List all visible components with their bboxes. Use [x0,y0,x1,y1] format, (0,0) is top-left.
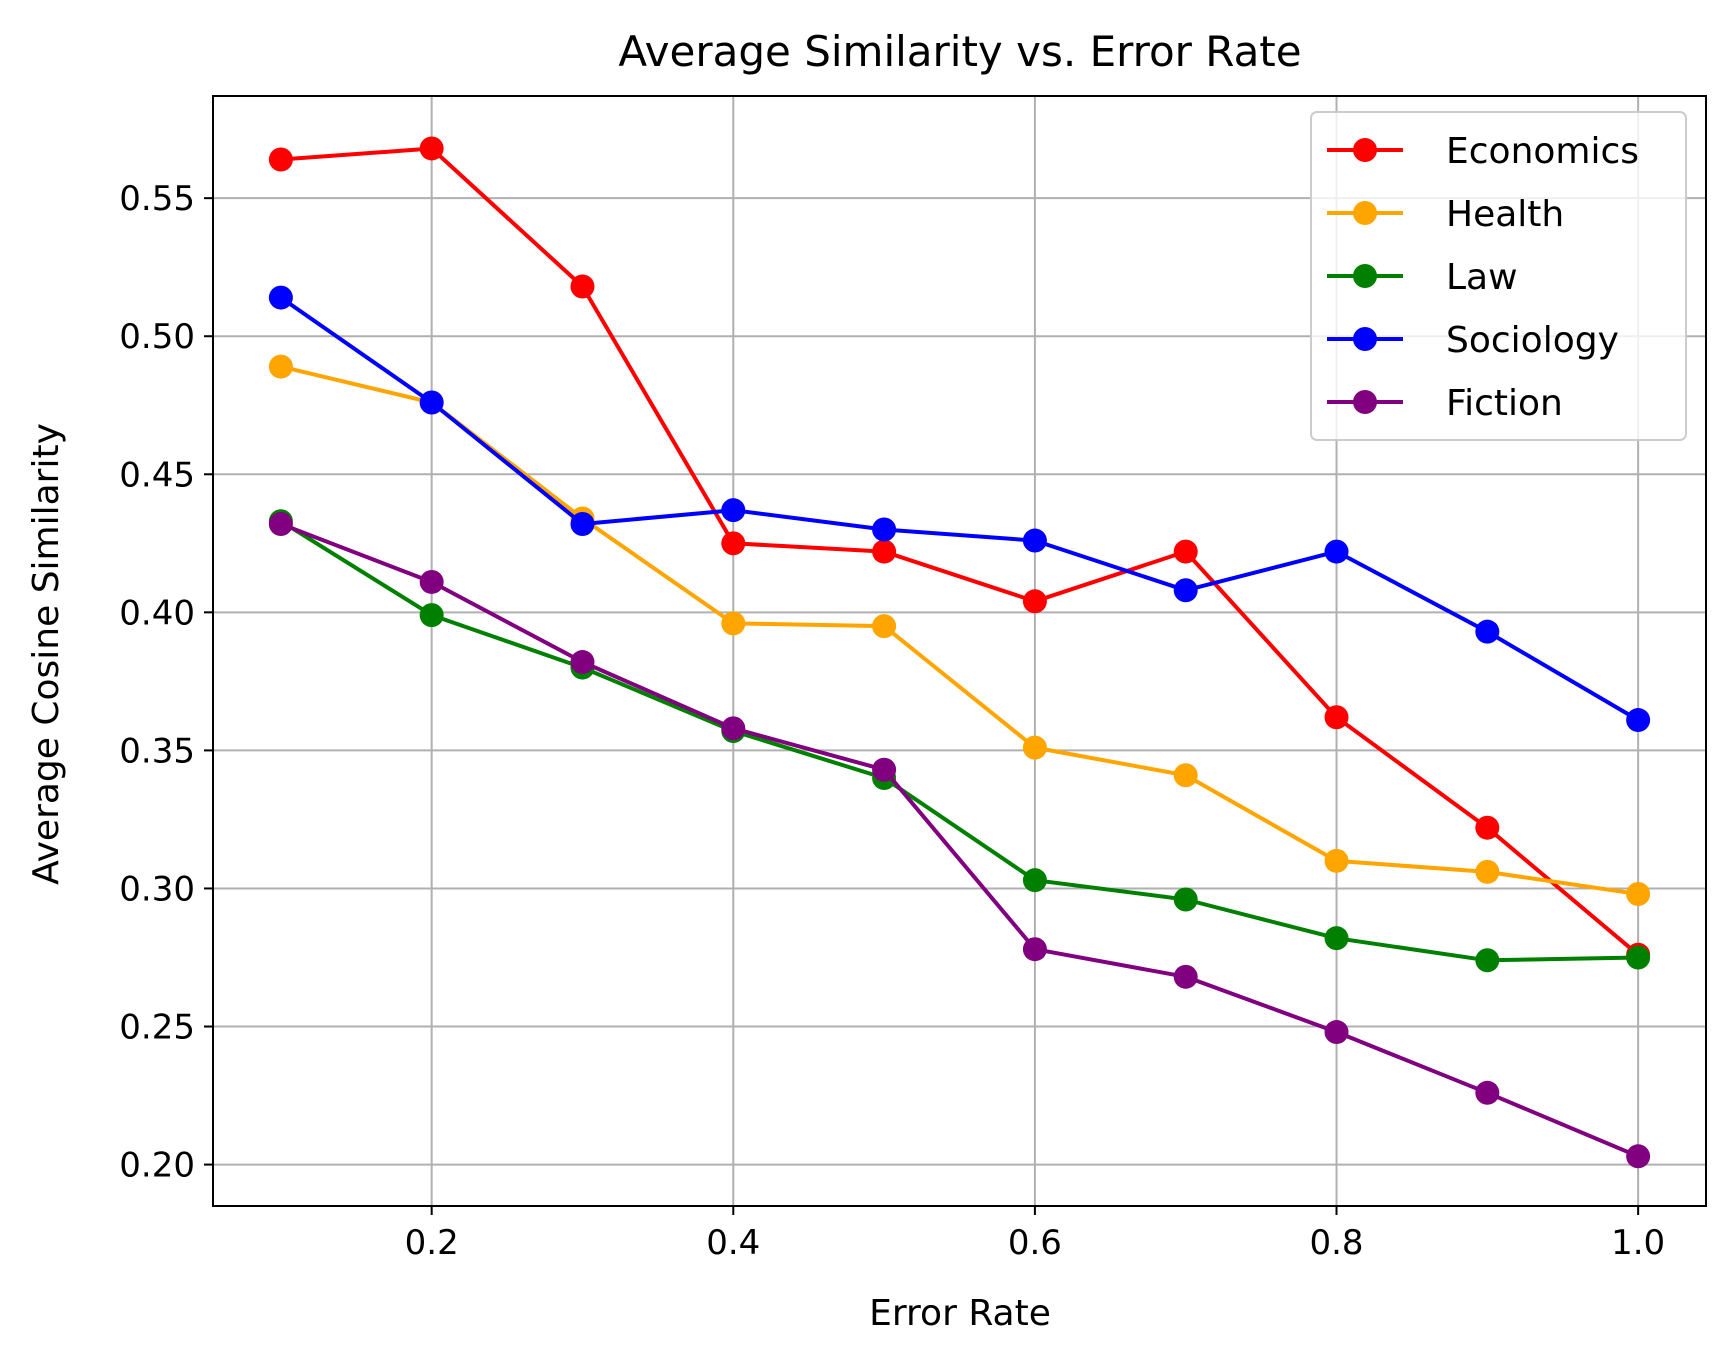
data-point-sociology [1475,619,1500,644]
x-tick-label: 0.6 [1008,1223,1062,1263]
data-point-sociology [419,390,444,415]
legend-item-sociology: Sociology [1327,320,1619,361]
data-point-health [872,614,897,639]
y-tick-label: 0.55 [119,179,195,219]
data-point-law [1173,887,1198,912]
x-axis-ticks: 0.2 0.4 0.6 0.8 1.0 [405,1206,1665,1263]
y-axis-label: Average Cosine Similarity [26,423,67,885]
data-point-fiction [721,716,746,741]
data-point-health [1173,763,1198,788]
data-point-fiction [570,650,595,675]
data-point-economics [419,136,444,161]
series-line-fiction [280,522,1639,1159]
legend-marker [1353,138,1377,162]
data-point-law [1324,926,1349,951]
legend-marker [1353,264,1377,288]
data-point-fiction [1626,1144,1651,1169]
plot-frame [212,95,1707,1207]
x-tick-label: 1.0 [1611,1223,1665,1263]
data-point-economics [1022,589,1047,614]
data-point-health [268,354,293,379]
data-point-sociology [872,517,897,542]
data-point-economics [1475,815,1500,840]
data-point-sociology [1022,528,1047,553]
data-point-fiction [872,757,897,782]
legend-item-health: Health [1327,194,1564,235]
series-line-economics [280,146,1640,957]
legend-label: Law [1446,257,1518,298]
legend-item-economics: Economics [1327,131,1639,172]
legend-marker [1353,201,1377,225]
data-point-law [1475,948,1500,973]
series-law [268,509,1651,973]
data-point-economics [721,531,746,556]
data-point-health [1626,881,1651,906]
y-tick-label: 0.40 [119,593,195,633]
x-tick-label: 0.4 [706,1223,760,1263]
data-point-economics [1173,539,1198,564]
data-point-sociology [721,498,746,523]
data-point-health [1022,735,1047,760]
y-tick-label: 0.35 [119,731,195,771]
x-tick-label: 0.8 [1309,1223,1363,1263]
data-point-law [1022,868,1047,893]
data-point-fiction [419,569,444,594]
legend-label: Sociology [1446,320,1619,361]
legend-marker [1353,390,1377,414]
y-tick-label: 0.30 [119,869,195,909]
legend: Economics Health Law Sociology Fiction [1310,111,1687,441]
chart-title: Average Similarity vs. Error Rate [618,27,1301,76]
data-point-fiction [1475,1080,1500,1105]
y-tick-label: 0.20 [119,1146,195,1186]
legend-label: Economics [1446,131,1639,172]
data-point-health [721,611,746,636]
series-line-law [279,519,1639,963]
series-sociology [268,285,1651,733]
data-point-fiction [268,511,293,536]
data-point-health [1475,859,1500,884]
legend-item-law: Law [1327,257,1518,298]
legend-label: Health [1446,194,1564,235]
data-point-law [1626,945,1651,970]
series-fiction [268,511,1651,1169]
x-tick-label: 0.2 [405,1223,459,1263]
y-tick-label: 0.25 [119,1008,195,1048]
data-point-sociology [1173,578,1198,603]
legend-item-fiction: Fiction [1327,383,1563,424]
data-point-sociology [268,285,293,310]
series-group [268,136,1651,1169]
legend-box [1310,111,1687,441]
data-point-economics [570,274,595,299]
data-point-sociology [570,511,595,536]
data-point-fiction [1022,937,1047,962]
y-tick-label: 0.50 [119,317,195,357]
series-line-health [280,364,1639,896]
data-point-economics [872,539,897,564]
data-point-economics [1324,705,1349,730]
legend-label: Fiction [1446,383,1563,424]
y-tick-label: 0.45 [119,455,195,495]
series-line-sociology [279,295,1640,722]
y-axis-ticks: 0.20 0.25 0.30 0.35 0.40 0.45 0.50 0.55 [119,179,213,1186]
data-point-fiction [1173,964,1198,989]
x-axis-label: Error Rate [869,1293,1051,1334]
legend-marker [1353,327,1377,351]
data-point-fiction [1324,1020,1349,1045]
data-point-health [1324,848,1349,873]
data-point-economics [268,147,293,172]
data-point-sociology [1626,708,1651,733]
data-point-sociology [1324,539,1349,564]
data-point-law [419,603,444,628]
